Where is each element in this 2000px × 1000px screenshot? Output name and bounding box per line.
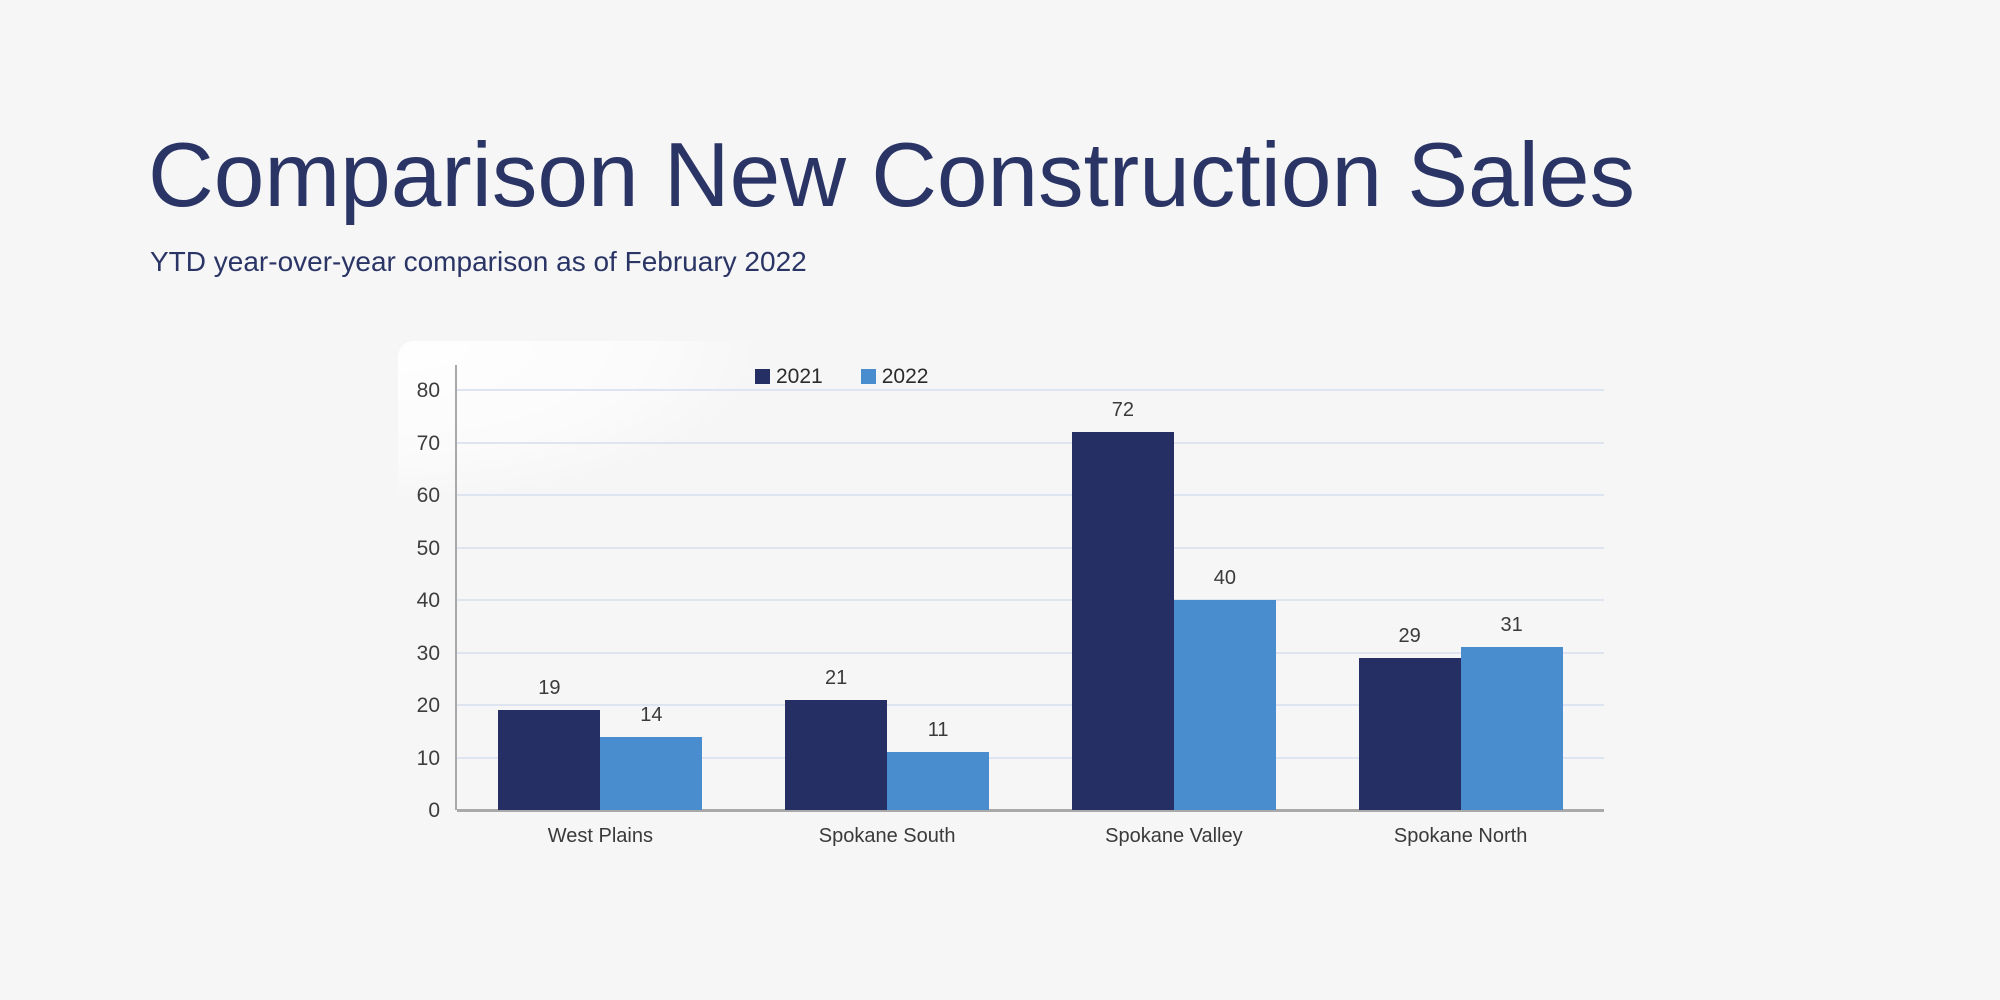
y-tick-label: 70	[416, 431, 440, 455]
bar-value-label: 29	[1398, 624, 1421, 647]
bar-2022-spokane-south	[887, 752, 990, 810]
bar-2021-spokane-north	[1358, 657, 1461, 810]
bar-value-label: 72	[1111, 399, 1134, 421]
bar-value-label: 19	[538, 677, 561, 700]
legend-entry-2022: 2022	[860, 365, 929, 388]
highlight-panel	[398, 341, 798, 516]
gridline	[457, 441, 1604, 444]
bar-2021-west-plains	[498, 710, 601, 810]
gridline	[457, 599, 1604, 601]
y-tick-label: 40	[416, 589, 440, 612]
bar-2021-spokane-south	[785, 699, 888, 810]
legend-label: 2021	[776, 365, 823, 388]
x-category-label: Spokane Valley	[1105, 825, 1243, 847]
chart-legend: 2021 2022	[755, 366, 928, 387]
y-tick-label: 0	[428, 799, 440, 822]
x-category-label: Spokane North	[1393, 825, 1528, 847]
gridline	[457, 389, 1604, 391]
legend-label: 2022	[881, 365, 929, 388]
legend-entry-2021: 2021	[755, 366, 823, 387]
bar-2022-spokane-valley	[1173, 600, 1276, 810]
gridline	[457, 546, 1604, 549]
y-tick-label: 20	[416, 694, 440, 717]
bar-value-label: 21	[825, 666, 848, 689]
y-tick-label: 80	[416, 379, 440, 402]
y-tick-label: 30	[416, 641, 440, 665]
page-title: Comparison New Construction Sales	[148, 125, 1635, 226]
bar-value-label: 40	[1213, 567, 1236, 589]
legend-swatch-icon	[860, 369, 876, 384]
gridline	[457, 494, 1604, 496]
gridline	[457, 756, 1604, 759]
y-axis-line	[455, 365, 457, 810]
page-subtitle: YTD year-over-year comparison as of Febr…	[150, 246, 807, 277]
legend-swatch-icon	[755, 369, 770, 384]
x-category-label: West Plains	[547, 825, 653, 847]
bar-2021-spokane-valley	[1071, 432, 1174, 810]
bar-value-label: 14	[640, 703, 663, 726]
bar-2022-west-plains	[600, 736, 703, 810]
x-category-label: Spokane South	[818, 825, 956, 847]
x-axis-line	[457, 809, 1604, 812]
bar-2022-spokane-north	[1460, 647, 1563, 810]
gridline	[457, 704, 1604, 706]
gridline	[457, 651, 1604, 654]
bar-value-label: 11	[927, 719, 949, 742]
bar-value-label: 31	[1500, 614, 1523, 637]
y-tick-label: 50	[416, 536, 440, 560]
y-tick-label: 10	[416, 746, 440, 770]
y-tick-label: 60	[416, 484, 440, 507]
